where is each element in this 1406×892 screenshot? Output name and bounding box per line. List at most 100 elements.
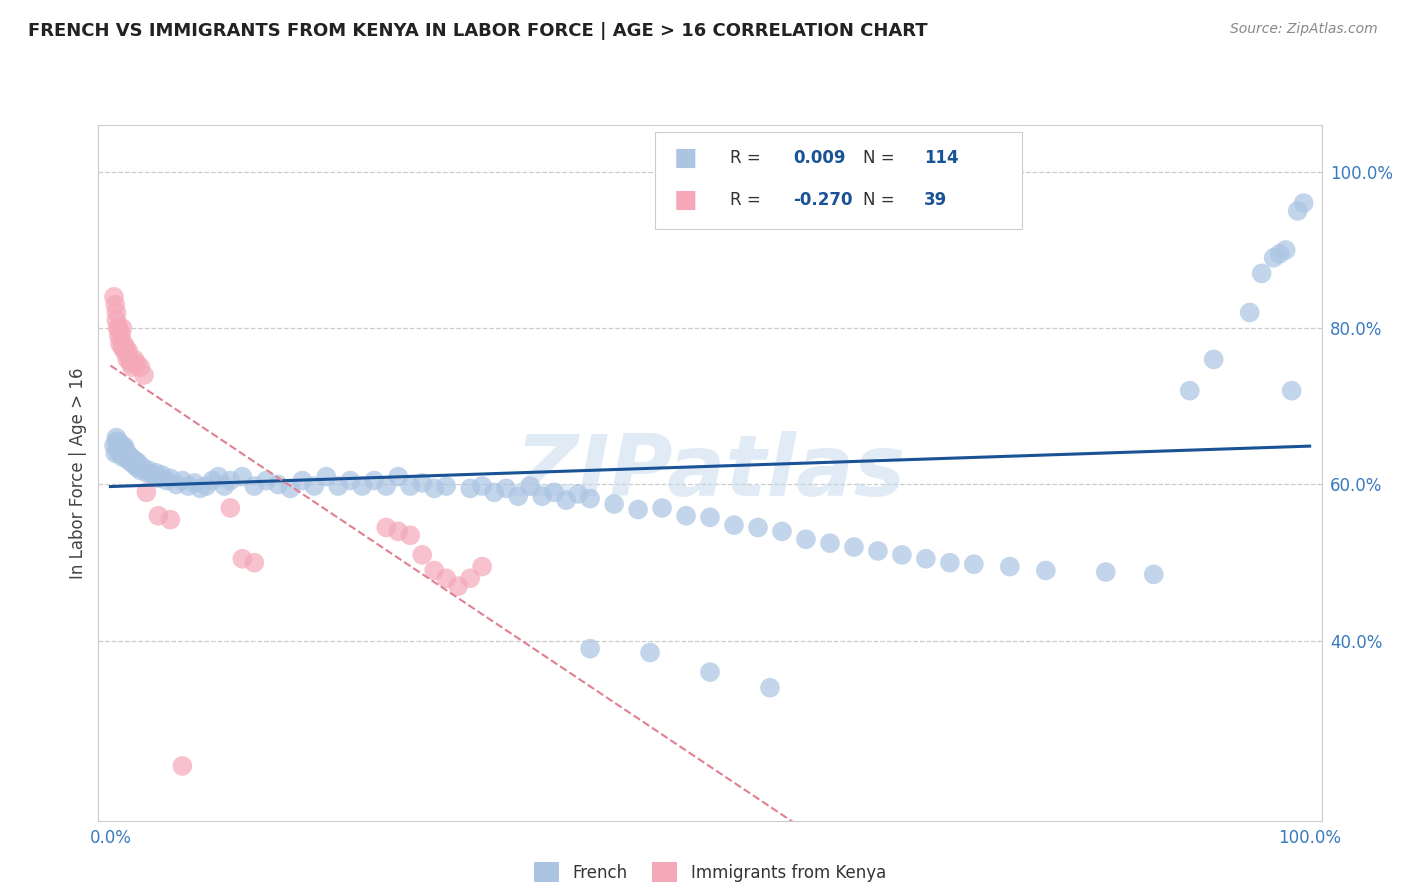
Point	[124, 458, 146, 472]
Point	[1178, 384, 1201, 398]
Point	[638, 646, 661, 660]
Point	[567, 487, 589, 501]
Point	[998, 559, 1021, 574]
Point	[117, 448, 139, 462]
Point	[148, 508, 170, 523]
Point	[315, 469, 337, 483]
Point	[135, 485, 157, 500]
Text: 114: 114	[924, 149, 959, 168]
Point	[1292, 196, 1315, 211]
Point	[482, 485, 505, 500]
Point	[122, 452, 145, 467]
Point	[172, 474, 194, 488]
Point	[108, 438, 131, 452]
Point	[117, 344, 139, 359]
Text: 39: 39	[924, 191, 948, 209]
Point	[278, 482, 301, 496]
Point	[387, 469, 409, 483]
Point	[411, 548, 433, 562]
Point	[159, 471, 181, 485]
Point	[121, 456, 143, 470]
Point	[183, 475, 205, 490]
Point	[1268, 247, 1291, 261]
Point	[267, 477, 290, 491]
Point	[132, 460, 155, 475]
Point	[132, 368, 155, 382]
Point	[219, 474, 242, 488]
Text: N =: N =	[863, 191, 900, 209]
Point	[219, 500, 242, 515]
Text: R =: R =	[730, 191, 766, 209]
Point	[114, 448, 136, 462]
Point	[124, 352, 146, 367]
Point	[108, 329, 129, 343]
Point	[110, 442, 132, 457]
Point	[1035, 564, 1057, 578]
Point	[770, 524, 793, 539]
Point	[214, 479, 236, 493]
Point	[508, 489, 530, 503]
Point	[145, 466, 167, 480]
Point	[1286, 203, 1309, 218]
Point	[105, 313, 128, 327]
Point	[890, 548, 912, 562]
Text: 0.009: 0.009	[793, 149, 845, 168]
Point	[603, 497, 626, 511]
Point	[1281, 384, 1303, 398]
Point	[121, 360, 143, 375]
Point	[115, 448, 138, 462]
Point	[1263, 251, 1285, 265]
Point	[471, 479, 494, 493]
Point	[747, 520, 769, 534]
Point	[434, 479, 457, 493]
Point	[627, 502, 650, 516]
Point	[114, 440, 136, 454]
Point	[363, 474, 385, 488]
Point	[115, 444, 138, 458]
Point	[188, 482, 211, 496]
Point	[104, 446, 127, 460]
Point	[195, 479, 218, 493]
Point	[135, 466, 157, 480]
Point	[111, 438, 134, 452]
Point	[794, 532, 817, 546]
Point	[165, 477, 187, 491]
Point	[243, 556, 266, 570]
Point	[963, 558, 986, 572]
Point	[108, 321, 129, 335]
Point	[115, 352, 138, 367]
Point	[231, 551, 253, 566]
Point	[111, 341, 134, 355]
Point	[103, 438, 125, 452]
Point	[148, 471, 170, 485]
Point	[339, 474, 361, 488]
Legend: French, Immigrants from Kenya: French, Immigrants from Kenya	[527, 855, 893, 888]
Point	[531, 489, 554, 503]
Point	[579, 641, 602, 656]
Point	[156, 474, 179, 488]
Text: FRENCH VS IMMIGRANTS FROM KENYA IN LABOR FORCE | AGE > 16 CORRELATION CHART: FRENCH VS IMMIGRANTS FROM KENYA IN LABOR…	[28, 22, 928, 40]
Point	[114, 344, 136, 359]
Point	[699, 510, 721, 524]
Text: Source: ZipAtlas.com: Source: ZipAtlas.com	[1230, 22, 1378, 37]
Point	[1202, 352, 1225, 367]
Text: R =: R =	[730, 149, 766, 168]
Point	[125, 356, 148, 370]
Point	[291, 474, 314, 488]
Point	[1094, 565, 1116, 579]
Point	[129, 360, 152, 375]
Point	[254, 474, 277, 488]
Point	[818, 536, 841, 550]
Point	[172, 759, 194, 773]
Point	[111, 321, 134, 335]
Point	[112, 442, 135, 457]
Point	[243, 479, 266, 493]
Point	[579, 491, 602, 506]
Text: -0.270: -0.270	[793, 191, 852, 209]
Point	[112, 446, 135, 460]
Point	[108, 434, 129, 449]
Point	[201, 474, 224, 488]
Point	[103, 290, 125, 304]
Point	[304, 479, 326, 493]
Point	[120, 356, 142, 370]
